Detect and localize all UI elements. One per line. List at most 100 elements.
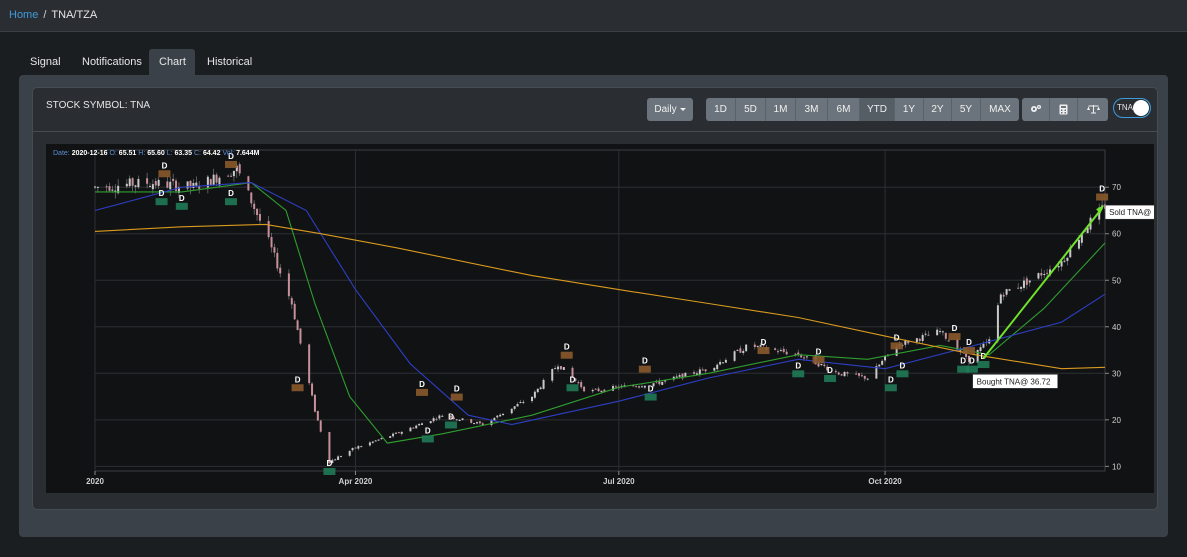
- x-tick-label: 2020: [86, 477, 104, 486]
- candle-body: [516, 404, 519, 407]
- candle-body: [846, 372, 849, 374]
- candle-body: [594, 388, 597, 390]
- candle-body: [742, 350, 745, 354]
- candle-body: [308, 344, 311, 384]
- tab-signal[interactable]: Signal: [30, 56, 61, 68]
- buy-marker: D: [884, 375, 897, 392]
- y-tick-label: 70: [1112, 183, 1121, 192]
- candle-body: [1086, 227, 1089, 234]
- candle-body: [927, 334, 930, 336]
- range-button-ytd[interactable]: YTD: [860, 98, 895, 121]
- candle-body: [287, 273, 290, 297]
- buy-marker: D: [792, 361, 805, 378]
- sell-marker-label: D: [894, 333, 900, 342]
- candle-body: [753, 344, 756, 347]
- trade-line: [982, 207, 1103, 360]
- sell-marker-label: D: [228, 152, 234, 161]
- sell-marker-block: [225, 160, 238, 168]
- sell-marker-block: [450, 393, 463, 401]
- y-tick-label: 30: [1112, 369, 1121, 378]
- candle-body: [684, 372, 687, 378]
- breadcrumb-home-link[interactable]: Home: [9, 9, 39, 21]
- candle-body: [721, 362, 724, 364]
- candle-body: [918, 338, 921, 341]
- candle-body: [354, 447, 357, 449]
- range-button-max[interactable]: MAX: [981, 98, 1019, 121]
- candle-body: [800, 354, 803, 358]
- candle-body: [745, 344, 748, 352]
- plot-frame: [94, 149, 1106, 472]
- sell-marker: D: [948, 324, 961, 341]
- candle-body: [603, 389, 606, 392]
- candle-body: [530, 396, 533, 402]
- candle-body: [1040, 273, 1043, 276]
- calculator-button[interactable]: [1050, 98, 1078, 121]
- settings-button[interactable]: [1022, 98, 1050, 121]
- sell-marker-block: [416, 388, 429, 396]
- sell-marker: D: [1096, 185, 1109, 201]
- tab-notifications[interactable]: Notifications: [82, 56, 142, 68]
- candle-body: [449, 415, 452, 418]
- candle-body: [785, 351, 788, 355]
- candle-body: [884, 356, 887, 361]
- candle-body: [600, 390, 603, 392]
- candle-body: [762, 344, 765, 346]
- candle-body: [1098, 207, 1101, 220]
- candle-body: [418, 423, 421, 426]
- tab-chart[interactable]: Chart: [149, 49, 195, 76]
- readout-close: 64.42: [203, 150, 221, 157]
- buy-marker: D: [957, 357, 970, 373]
- candle-body: [250, 192, 253, 204]
- candle-body: [311, 383, 314, 396]
- buy-marker-label: D: [327, 459, 333, 468]
- candle-body: [348, 450, 351, 456]
- candle-body: [232, 170, 235, 177]
- ticker-toggle[interactable]: TNA: [1113, 98, 1151, 118]
- candle-body: [855, 373, 858, 375]
- buy-marker-block: [824, 374, 837, 382]
- candle-body: [151, 184, 154, 190]
- candle-body: [334, 459, 337, 461]
- candle-body: [94, 186, 96, 188]
- range-button-1m[interactable]: 1M: [766, 98, 796, 121]
- candle-body: [331, 459, 334, 464]
- candle-body: [779, 350, 782, 352]
- candle-body: [218, 177, 221, 186]
- candle-body: [238, 164, 241, 174]
- buy-marker: D: [644, 385, 657, 401]
- interval-dropdown[interactable]: Daily: [647, 98, 693, 121]
- candle-body: [296, 320, 299, 331]
- tab-historical[interactable]: Historical: [207, 56, 253, 68]
- candle-body: [776, 351, 779, 353]
- sell-marker-block: [291, 384, 304, 392]
- candle-body: [1077, 239, 1080, 249]
- candle-body: [554, 368, 557, 370]
- candle-body: [803, 357, 806, 359]
- range-button-5y[interactable]: 5Y: [952, 98, 981, 121]
- range-button-1y[interactable]: 1Y: [895, 98, 924, 121]
- sell-marker-block: [638, 365, 651, 373]
- candle-body: [470, 419, 473, 423]
- range-button-5d[interactable]: 5D: [736, 98, 766, 121]
- candle-body: [947, 340, 950, 342]
- candle-body: [114, 190, 117, 192]
- range-button-2y[interactable]: 2Y: [924, 98, 952, 121]
- candle-body: [435, 418, 438, 420]
- candle-body: [273, 247, 276, 253]
- price-chart[interactable]: 10 20 30 40 50 60 70 2020 Apr 2020 Jul 2020 Oct 2…: [46, 144, 1178, 493]
- candle-body: [371, 441, 374, 443]
- range-button-3m[interactable]: 3M: [796, 98, 828, 121]
- buy-marker: D: [323, 459, 336, 475]
- sell-marker-label: D: [1099, 185, 1105, 194]
- candle-body: [944, 332, 947, 339]
- sell-marker-label: D: [419, 380, 425, 389]
- range-button-6m[interactable]: 6M: [828, 98, 860, 121]
- candle-body: [438, 415, 441, 419]
- moving-average-line-1: [95, 182, 1106, 444]
- candle-body: [270, 237, 273, 248]
- range-button-1d[interactable]: 1D: [706, 98, 736, 121]
- candle-body: [230, 175, 233, 177]
- compare-button[interactable]: [1078, 98, 1108, 121]
- buy-marker-label: D: [570, 375, 576, 384]
- candle-body: [826, 366, 829, 371]
